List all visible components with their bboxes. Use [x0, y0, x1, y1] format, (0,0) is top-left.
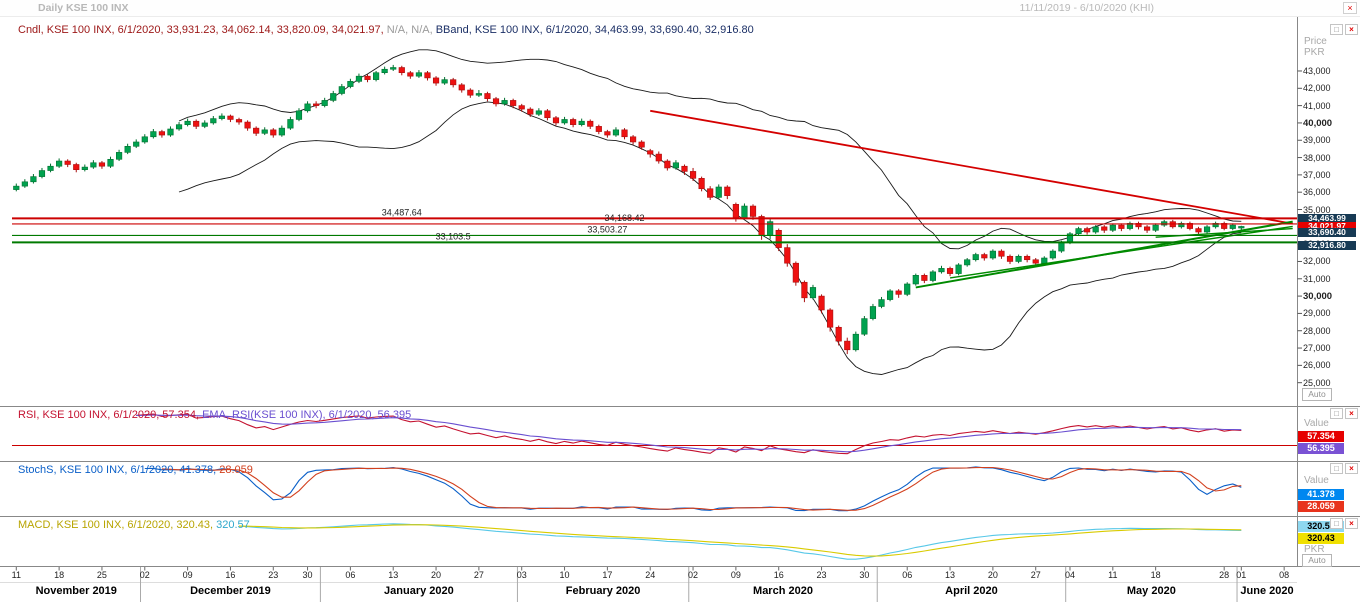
- price-axis-title: Price PKR: [1304, 36, 1327, 58]
- date-range: 11/11/2019 - 6/10/2020 (KHI): [1019, 2, 1154, 14]
- title-bar: Daily KSE 100 INX 11/11/2019 - 6/10/2020…: [0, 0, 1360, 17]
- bband-legend: BBand, KSE 100 INX, 6/1/2020, 34,463.99,…: [435, 24, 754, 36]
- rsi-legend-ema: EMA, RSI(KSE 100 INX), 6/1/2020, 56.395: [202, 409, 412, 421]
- maximize-icon[interactable]: □: [1330, 408, 1343, 419]
- macd-signal-value-marker: 320.57: [1298, 521, 1344, 532]
- main-auto-button[interactable]: Auto: [1302, 388, 1332, 401]
- macd-legend: MACD, KSE 100 INX, 6/1/2020, 320.43, 320…: [18, 519, 250, 531]
- stoch-axis-label: Value: [1304, 475, 1329, 486]
- rsi-value-marker: 57.354: [1298, 431, 1344, 442]
- stoch-legend: StochS, KSE 100 INX, 6/1/2020, 41.378, 2…: [18, 464, 253, 476]
- close-icon[interactable]: ×: [1345, 408, 1358, 419]
- rsi-panel-controls: □ ×: [1330, 408, 1358, 419]
- macd-legend-signal: 320.57: [216, 519, 250, 531]
- svg-text:33,503.27: 33,503.27: [587, 224, 627, 234]
- maximize-icon[interactable]: □: [1330, 518, 1343, 529]
- rsi-ema-value-marker: 56.395: [1298, 443, 1344, 454]
- price-axis-title-line1: Price: [1304, 36, 1327, 47]
- macd-panel-controls: □ ×: [1330, 518, 1358, 529]
- candle-legend: Cndl, KSE 100 INX, 6/1/2020, 33,931.23, …: [18, 24, 384, 36]
- stoch-legend-main: StochS, KSE 100 INX, 6/1/2020, 41.378,: [18, 464, 217, 476]
- macd-value-marker: 320.43: [1298, 533, 1344, 544]
- stoch-d-value-marker: 28.059: [1298, 501, 1344, 512]
- rsi-legend-main: RSI, KSE 100 INX, 6/1/2020, 57.354,: [18, 409, 200, 421]
- rsi-axis-label: Value: [1304, 418, 1329, 429]
- svg-text:34,168.42: 34,168.42: [604, 213, 644, 223]
- macd-axis-pkr-label: PKR: [1304, 544, 1325, 555]
- main-legend: Cndl, KSE 100 INX, 6/1/2020, 33,931.23, …: [18, 24, 754, 36]
- stoch-legend-d: 28.059: [219, 464, 253, 476]
- rsi-legend: RSI, KSE 100 INX, 6/1/2020, 57.354, EMA,…: [18, 409, 411, 421]
- window-close-icon[interactable]: ×: [1343, 2, 1357, 14]
- stoch-panel-controls: □ ×: [1330, 463, 1358, 474]
- maximize-icon[interactable]: □: [1330, 463, 1343, 474]
- close-icon[interactable]: ×: [1345, 463, 1358, 474]
- na-legend: N/A, N/A,: [386, 24, 433, 36]
- close-icon[interactable]: ×: [1345, 24, 1358, 35]
- macd-legend-main: MACD, KSE 100 INX, 6/1/2020, 320.43,: [18, 519, 214, 531]
- svg-text:34,487.64: 34,487.64: [382, 207, 422, 217]
- maximize-icon[interactable]: □: [1330, 24, 1343, 35]
- close-icon[interactable]: ×: [1345, 518, 1358, 529]
- price-axis-title-line2: PKR: [1304, 47, 1325, 58]
- window-title: Daily KSE 100 INX: [38, 2, 129, 14]
- main-panel-controls: □ ×: [1330, 24, 1358, 35]
- svg-text:33,103.5: 33,103.5: [436, 231, 471, 241]
- stoch-k-value-marker: 41.378: [1298, 489, 1344, 500]
- macd-auto-button[interactable]: Auto: [1302, 554, 1332, 567]
